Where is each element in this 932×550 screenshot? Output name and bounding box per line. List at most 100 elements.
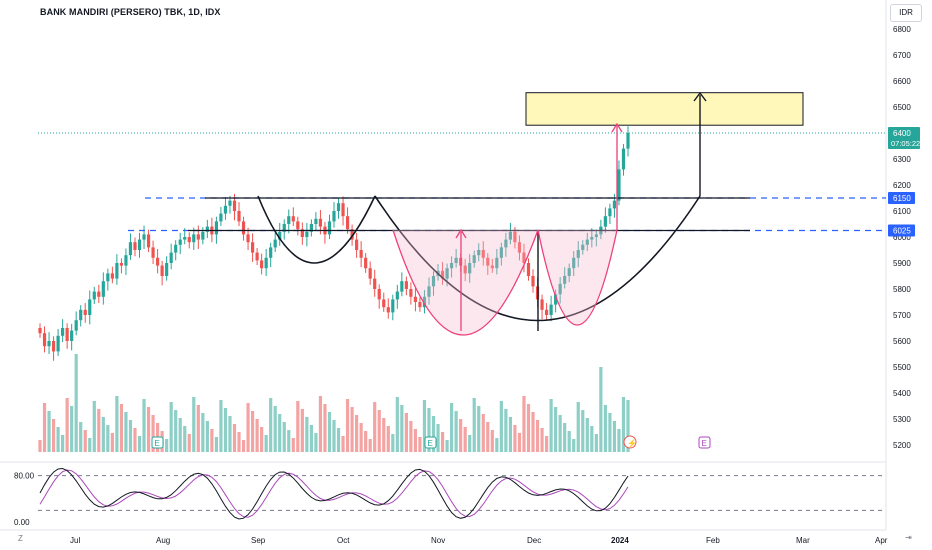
candle-body [65,328,69,341]
candle-body [327,221,332,235]
volume-bar [110,433,114,452]
candle-body [151,247,155,258]
candle-body [205,226,209,232]
volume-bar [101,417,105,452]
volume-bar [42,403,47,452]
volume-bar [51,419,56,452]
volume-bar [341,436,345,452]
volume-bar [572,439,576,452]
volume-bar [151,415,155,452]
volume-bar [359,423,363,452]
candle-body [549,304,553,315]
candle-body [400,281,404,292]
candle-body [264,257,268,269]
time-tick-label: Dec [527,536,541,545]
candle-body [300,229,304,237]
time-tick-label: Feb [706,536,720,545]
volume-bar [350,407,354,452]
candle-body [250,242,255,253]
candle-body [495,257,499,269]
volume-bar [563,423,567,452]
volume-bar [232,424,237,452]
candle-body [431,276,436,287]
price-tick-label: 5800 [893,285,911,294]
price-tick-label: 6600 [893,77,911,86]
zoom-button[interactable]: Z [18,534,23,543]
volume-bar [178,418,182,452]
volume-bar [97,409,101,452]
currency-button[interactable]: IDR [890,4,922,22]
go-to-date-button[interactable]: ⇥ [905,533,912,542]
candle-body [350,229,354,240]
volume-bar [133,428,137,452]
price-tick-label: 5500 [893,363,911,372]
volume-bar [332,420,336,452]
volume-bar [210,429,214,452]
volume-bar [205,421,209,452]
price-tick-label: 6300 [893,155,911,164]
candle-body [418,302,422,308]
level-label: 6150 [893,194,911,203]
volume-bar [74,354,78,452]
candle-body [336,203,341,211]
volume-bar [594,434,598,452]
candle-body [318,218,323,227]
candle-body [97,291,101,297]
candle-body [214,221,218,235]
volume-bar [192,397,196,452]
volume-bar [382,418,386,452]
volume-bar [223,408,228,452]
candle-body [287,216,291,224]
volume-bar [454,411,458,452]
volume-bar [56,427,60,452]
volume-bar [214,437,218,452]
candle-body [486,257,490,266]
candle-body [413,296,418,302]
candle-body [278,231,282,240]
candle-body [373,278,377,289]
candle-body [314,218,318,224]
volume-bar [83,430,87,452]
earnings-event-label: E [428,439,433,448]
time-tick-label: Aug [156,536,170,545]
countdown-label: 07:05:22 [891,139,920,148]
candle-body [156,257,160,266]
candle-body [472,255,476,263]
volume-bar [146,407,151,452]
candle-body [47,341,51,347]
candle-body [232,200,237,211]
candle-body [395,291,399,300]
volume-bar [608,413,612,452]
volume-bar [490,430,494,452]
volume-bar [345,399,350,452]
candle-body [74,320,78,331]
earnings-event-label: E [702,439,707,448]
red-cup-curve [537,229,618,326]
candle-body [341,203,345,217]
price-tick-label: 5200 [893,441,911,450]
volume-bar [38,440,42,452]
volume-bar [196,405,200,452]
candle-body [106,273,110,282]
volume-bar [137,436,142,452]
volume-bar [314,433,318,452]
candle-body [128,242,133,256]
price-tick-label: 5600 [893,337,911,346]
candle-body [345,216,350,230]
red-cup-fill [393,230,538,335]
volume-bar [418,437,422,452]
volume-bar [468,435,472,452]
volume-bar [219,400,223,452]
candle-body [409,289,413,297]
volume-bar [603,405,607,452]
time-tick-label: Oct [337,536,350,545]
volume-bar [246,403,250,452]
candle-body [603,216,607,227]
candle-body [201,231,205,240]
volume-bar [88,438,92,452]
candle-body [382,299,386,308]
volume-bar [260,427,264,452]
candle-body [558,283,562,295]
candle-body [273,239,277,248]
volume-bar [599,367,603,452]
